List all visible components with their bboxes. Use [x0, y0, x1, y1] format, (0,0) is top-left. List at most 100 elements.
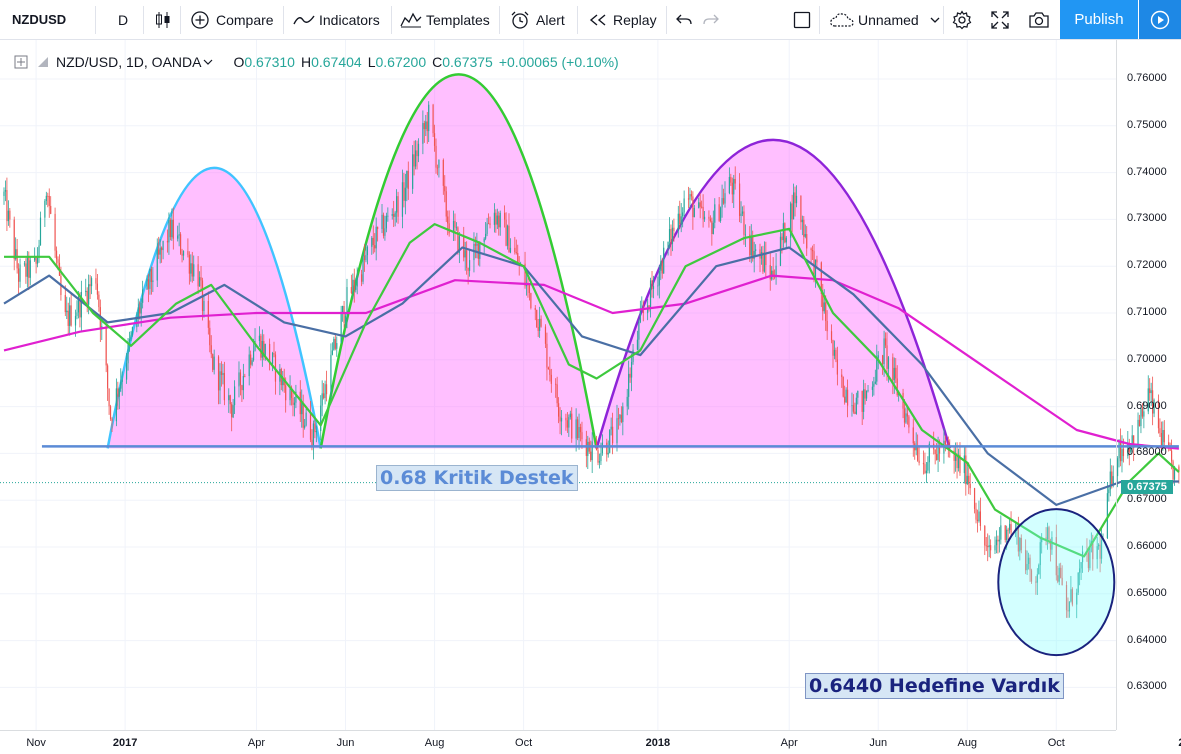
interval-button[interactable]: D	[118, 11, 129, 28]
candle-body	[682, 212, 684, 217]
candle-body	[1019, 538, 1021, 552]
legend-close-label: C	[432, 54, 443, 70]
candle-body	[953, 450, 955, 461]
legend-high-label: H	[300, 54, 312, 70]
legend-symbol[interactable]: NZD/USD, 1D, OANDA	[56, 54, 202, 70]
redo-button[interactable]	[703, 0, 719, 39]
square-icon	[793, 11, 811, 28]
candle-body	[1057, 575, 1059, 582]
expand-square-icon[interactable]	[14, 55, 28, 69]
candle-body	[708, 216, 710, 219]
replay-button[interactable]: Replay	[588, 0, 657, 39]
candle-body	[466, 250, 468, 268]
candle-body	[944, 440, 946, 445]
indicators-button[interactable]: Indicators	[293, 0, 380, 39]
target-ellipse	[997, 508, 1116, 657]
time-tick-label: 2018	[645, 737, 671, 749]
candle-body	[1178, 466, 1180, 472]
candle-body	[724, 193, 726, 204]
candle-body	[360, 274, 363, 282]
time-tick-label: Apr	[780, 737, 798, 749]
price-axis[interactable]	[1116, 40, 1181, 730]
compare-button[interactable]: Compare	[190, 0, 274, 39]
candles-icon	[156, 11, 170, 28]
candle-body	[314, 423, 316, 433]
snapshot-button[interactable]	[1028, 0, 1050, 39]
candle-body	[209, 327, 211, 346]
candle-body	[324, 384, 326, 399]
settings-button[interactable]	[952, 0, 972, 39]
candle-body	[619, 414, 621, 419]
candle-body	[485, 233, 487, 239]
candle-body	[966, 475, 968, 485]
rewind-icon	[589, 13, 606, 26]
candle-body	[927, 462, 929, 471]
candle-body	[312, 423, 315, 447]
candle-body	[785, 237, 787, 243]
candle-body	[1112, 476, 1114, 485]
candle-body	[115, 388, 117, 422]
candle-body	[320, 405, 322, 432]
candle-body	[851, 405, 853, 407]
candle-body	[597, 450, 599, 463]
support-annotation[interactable]: 0.68 Kritik Destek	[376, 465, 578, 491]
candle-body	[498, 215, 500, 228]
candle-body	[558, 403, 560, 417]
candle-body	[721, 198, 723, 208]
publish-button[interactable]: Publish	[1060, 0, 1138, 39]
candle-body	[396, 196, 398, 213]
compare-label: Compare	[216, 11, 274, 28]
candle-body	[34, 257, 36, 261]
target-annotation[interactable]: 0.6440 Hedefine Vardık	[805, 673, 1064, 699]
templates-button[interactable]: Templates	[400, 0, 490, 39]
candle-body	[565, 417, 567, 421]
candle-body	[468, 260, 471, 271]
candle-body	[1076, 592, 1078, 605]
layout-menu-button[interactable]: Unnamed	[829, 0, 941, 39]
camera-icon	[1029, 11, 1049, 28]
candle-body	[1169, 447, 1171, 451]
toolbar-divider	[95, 6, 96, 34]
pattern-arcs	[106, 73, 951, 449]
candle-body	[251, 360, 253, 365]
candle-body	[954, 453, 957, 461]
candle-body	[895, 367, 897, 379]
candle-body	[393, 214, 395, 217]
candle-body	[162, 241, 164, 251]
candle-body	[1157, 399, 1160, 429]
candle-body	[1067, 610, 1069, 612]
candle-body	[606, 442, 608, 455]
candle-body	[833, 349, 836, 356]
templates-label: Templates	[426, 11, 490, 28]
alert-button[interactable]: Alert	[509, 0, 565, 39]
candle-body	[330, 354, 332, 395]
candle-body	[1055, 537, 1057, 576]
candle-body	[483, 238, 485, 242]
candle-body	[959, 454, 961, 474]
candle-body	[1163, 430, 1165, 443]
symbol-search-button[interactable]: NZDUSD	[12, 12, 67, 27]
undo-button[interactable]	[676, 0, 692, 39]
play-button[interactable]	[1139, 0, 1181, 39]
chevron-down-icon[interactable]	[203, 58, 213, 66]
candle-body	[963, 455, 965, 474]
candle-body	[628, 373, 630, 397]
chart-type-button[interactable]	[155, 0, 171, 39]
candle-body	[325, 384, 328, 395]
candle-body	[107, 365, 109, 389]
candle-body	[636, 339, 639, 350]
candle-body	[765, 254, 767, 266]
price-tick-label: 0.69000	[1127, 399, 1167, 412]
time-axis[interactable]	[0, 730, 1116, 754]
candle-body	[1087, 552, 1090, 569]
candle-body	[1010, 524, 1012, 533]
fullscreen-button[interactable]	[990, 0, 1010, 39]
candle-body	[906, 413, 909, 417]
fullscreen-box-button[interactable]	[793, 0, 811, 39]
candle-body	[508, 225, 510, 253]
candle-body	[1171, 450, 1173, 462]
candle-body	[1133, 435, 1135, 449]
candle-body	[638, 322, 640, 340]
candle-body	[499, 212, 501, 228]
